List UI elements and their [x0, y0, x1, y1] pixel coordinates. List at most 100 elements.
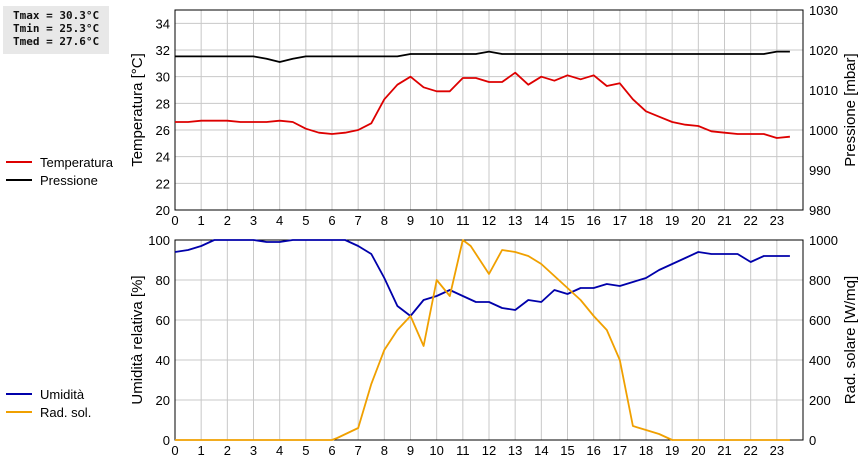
legend-label-umidita: Umidità	[40, 386, 85, 402]
legend-top: Temperatura Pressione	[6, 153, 113, 189]
x-tick-label-0-21: 21	[717, 213, 731, 228]
plot-frame-0	[174, 9, 804, 211]
x-tick-label-1-20: 20	[691, 443, 705, 458]
x-tick-label-0-5: 5	[302, 213, 309, 228]
tmin-text: Tmin = 25.3°C	[13, 22, 100, 35]
y-left-tick-label-0-6: 32	[156, 43, 170, 58]
x-tick-label-1-14: 14	[534, 443, 548, 458]
x-tick-label-0-13: 13	[508, 213, 522, 228]
legend-label-radsol: Rad. sol.	[40, 404, 92, 420]
x-tick-label-0-19: 19	[665, 213, 679, 228]
x-tick-label-0-12: 12	[482, 213, 496, 228]
x-tick-label-1-22: 22	[743, 443, 757, 458]
x-tick-label-1-23: 23	[770, 443, 784, 458]
y-left-tick-label-1-2: 40	[156, 353, 170, 368]
series-line-radsol	[175, 239, 790, 441]
y-right-tick-label-1-3: 600	[809, 313, 831, 328]
x-tick-label-1-15: 15	[560, 443, 574, 458]
legend-swatch-temperatura	[6, 161, 32, 163]
y-left-tick-label-0-0: 20	[156, 203, 170, 218]
x-tick-label-0-2: 2	[224, 213, 231, 228]
y-right-tick-label-1-0: 0	[809, 433, 816, 448]
series-line-temperatura	[175, 71, 790, 139]
x-tick-label-0-0: 0	[171, 213, 178, 228]
y-left-tick-label-0-4: 28	[156, 96, 170, 111]
legend-item-radsol: Rad. sol.	[6, 403, 91, 421]
y-left-tick-label-1-4: 80	[156, 273, 170, 288]
y-left-tick-label-1-3: 60	[156, 313, 170, 328]
plot-frame-1	[174, 239, 804, 441]
x-tick-label-1-7: 7	[355, 443, 362, 458]
y-left-tick-label-0-2: 24	[156, 150, 170, 165]
x-tick-label-0-22: 22	[743, 213, 757, 228]
y-left-tick-label-0-1: 22	[156, 176, 170, 191]
y-left-tick-label-1-5: 100	[148, 233, 170, 248]
x-tick-label-1-10: 10	[429, 443, 443, 458]
legend-item-temperatura: Temperatura	[6, 153, 113, 171]
stats-box: Tmax = 30.3°C Tmin = 25.3°C Tmed = 27.6°…	[3, 6, 109, 54]
x-tick-label-1-3: 3	[250, 443, 257, 458]
x-tick-label-0-6: 6	[328, 213, 335, 228]
y-left-axis-label-1: Umidità relativa [%]	[129, 275, 146, 404]
y-left-tick-label-0-5: 30	[156, 70, 170, 85]
tmed-text: Tmed = 27.6°C	[13, 35, 100, 48]
x-tick-label-0-1: 1	[198, 213, 205, 228]
y-right-tick-label-0-0: 980	[809, 203, 831, 218]
x-tick-label-1-6: 6	[328, 443, 335, 458]
y-left-tick-label-1-1: 20	[156, 393, 170, 408]
x-tick-label-0-11: 11	[456, 213, 470, 228]
x-tick-label-1-11: 11	[456, 443, 470, 458]
x-tick-label-0-20: 20	[691, 213, 705, 228]
x-tick-label-1-13: 13	[508, 443, 522, 458]
x-tick-label-0-3: 3	[250, 213, 257, 228]
x-tick-label-1-21: 21	[717, 443, 731, 458]
x-tick-label-0-18: 18	[639, 213, 653, 228]
y-right-tick-label-0-2: 1000	[809, 123, 838, 138]
y-left-tick-label-1-0: 0	[163, 433, 170, 448]
legend-label-temperatura: Temperatura	[40, 154, 113, 170]
y-right-tick-label-0-5: 1030	[809, 3, 838, 18]
x-tick-label-1-4: 4	[276, 443, 283, 458]
x-tick-label-0-14: 14	[534, 213, 548, 228]
tmax-text: Tmax = 30.3°C	[13, 9, 100, 22]
x-tick-label-0-17: 17	[613, 213, 627, 228]
x-tick-label-0-9: 9	[407, 213, 414, 228]
x-tick-label-1-8: 8	[381, 443, 388, 458]
legend-swatch-pressione	[6, 179, 32, 181]
x-tick-label-1-9: 9	[407, 443, 414, 458]
x-tick-label-0-8: 8	[381, 213, 388, 228]
y-left-tick-label-0-7: 34	[156, 16, 170, 31]
y-right-tick-label-1-1: 200	[809, 393, 831, 408]
x-tick-label-1-2: 2	[224, 443, 231, 458]
series-line-umidita	[174, 239, 790, 317]
y-left-axis-label-0: Temperatura [°C]	[129, 53, 146, 167]
y-right-axis-label-1: Rad. solare [W/mq]	[842, 276, 859, 404]
y-left-tick-label-0-3: 26	[156, 123, 170, 138]
y-right-tick-label-0-3: 1010	[809, 83, 838, 98]
y-right-tick-label-0-4: 1020	[809, 43, 838, 58]
legend-bottom: Umidità Rad. sol.	[6, 385, 91, 421]
x-tick-label-1-17: 17	[613, 443, 627, 458]
x-tick-label-1-18: 18	[639, 443, 653, 458]
x-tick-label-1-0: 0	[171, 443, 178, 458]
legend-swatch-umidita	[6, 393, 32, 395]
legend-label-pressione: Pressione	[40, 172, 98, 188]
x-tick-label-0-16: 16	[586, 213, 600, 228]
legend-item-umidita: Umidità	[6, 385, 91, 403]
x-tick-label-1-16: 16	[586, 443, 600, 458]
x-tick-label-0-15: 15	[560, 213, 574, 228]
x-tick-label-1-5: 5	[302, 443, 309, 458]
series-line-pressione	[175, 50, 790, 63]
y-right-tick-label-0-1: 990	[809, 163, 831, 178]
x-tick-label-0-4: 4	[276, 213, 283, 228]
x-tick-label-1-12: 12	[482, 443, 496, 458]
y-right-axis-label-0: Pressione [mbar]	[842, 53, 859, 166]
y-right-tick-label-1-5: 1000	[809, 233, 838, 248]
x-tick-label-1-1: 1	[198, 443, 205, 458]
legend-item-pressione: Pressione	[6, 171, 113, 189]
legend-swatch-radsol	[6, 411, 32, 413]
x-tick-label-0-7: 7	[355, 213, 362, 228]
x-tick-label-0-10: 10	[429, 213, 443, 228]
y-right-tick-label-1-4: 800	[809, 273, 831, 288]
